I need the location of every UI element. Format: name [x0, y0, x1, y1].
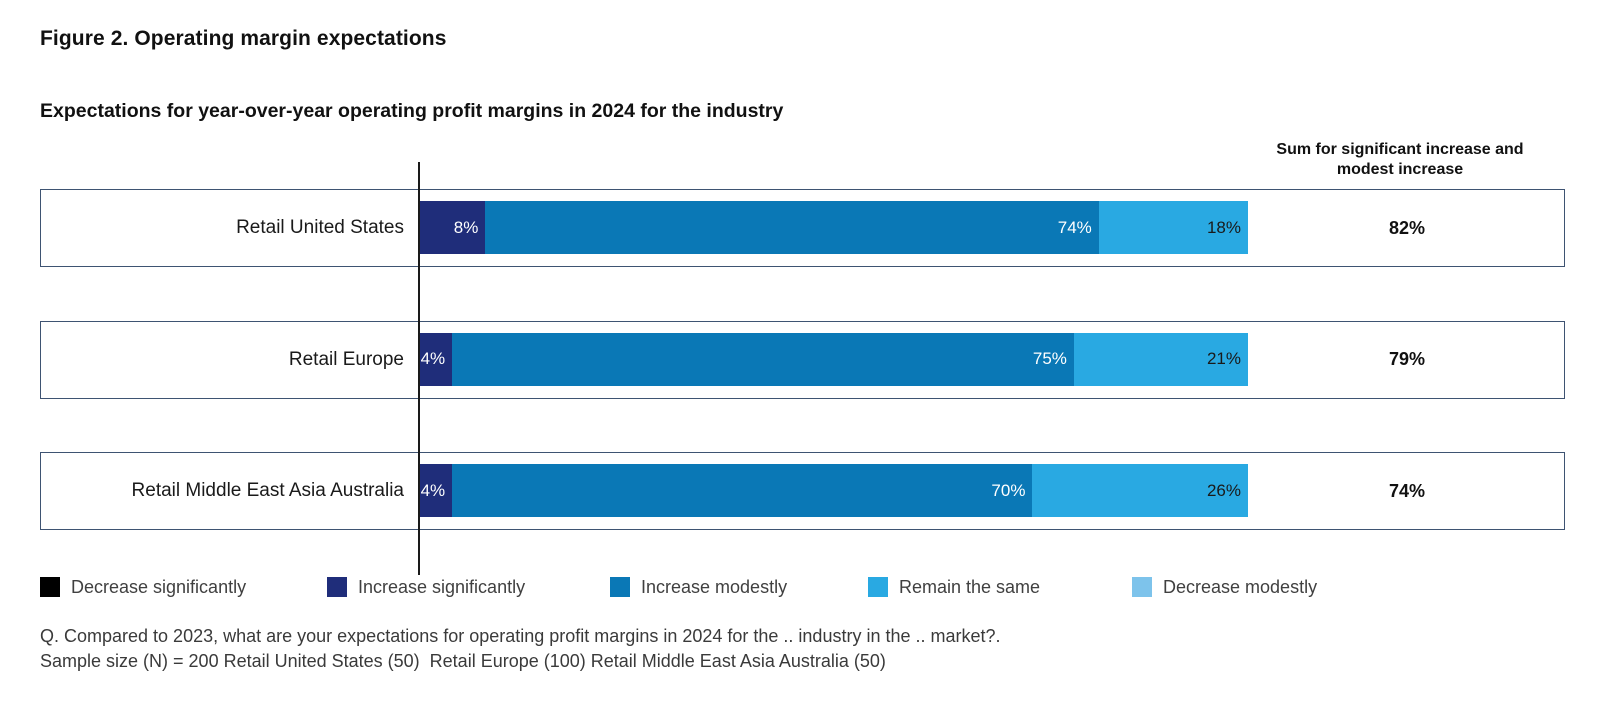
sum-column-header: Sum for significant increase and modest …: [1276, 141, 1524, 178]
legend-label: Remain the same: [899, 576, 1041, 597]
sum-value: 74%: [1388, 480, 1426, 501]
category-label: Retail Europe: [288, 348, 404, 370]
legend-label: Decrease significantly: [71, 576, 247, 597]
bar-segment: 4%: [419, 464, 453, 517]
legend-item: Increase significantly: [327, 575, 525, 599]
bar-track: 4% 75% 21%: [419, 332, 1248, 386]
bar-track: 4% 70% 26%: [419, 464, 1248, 517]
bar-segment: 70%: [452, 464, 1033, 517]
legend-item: Decrease significantly: [40, 575, 246, 599]
legend-swatch-icon: [327, 577, 347, 597]
chart-legend: Decrease significantly Increase significa…: [0, 575, 1609, 599]
bar-segment: 26%: [1032, 464, 1248, 517]
footnote-sample-size: Sample size (N) = 200 Retail United Stat…: [40, 651, 886, 671]
bar-segment: 18%: [1098, 201, 1248, 254]
footnote-question: Q. Compared to 2023, what are your expec…: [40, 626, 1001, 646]
category-label: Retail United States: [236, 217, 404, 238]
legend-item: Increase modestly: [610, 575, 787, 599]
bar-row: Retail United States 8% 74% 18% 82%: [40, 189, 1565, 267]
chart-subtitle: Expectations for year-over-year operatin…: [40, 100, 784, 122]
sum-value: 82%: [1388, 217, 1426, 238]
figure-title: Figure 2. Operating margin expectations: [40, 27, 447, 50]
bar-segment: 4%: [419, 332, 453, 386]
legend-item: Decrease modestly: [1132, 575, 1317, 599]
legend-label: Decrease modestly: [1163, 576, 1318, 597]
category-label: Retail Middle East Asia Australia: [131, 480, 404, 501]
bar-segment: 21%: [1073, 332, 1248, 386]
bar-segment: 75%: [452, 332, 1074, 386]
bar-row: Retail Middle East Asia Australia 4% 70% 26…: [40, 452, 1565, 530]
legend-label: Increase modestly: [641, 576, 788, 597]
bar-track: 8% 74% 18%: [419, 201, 1248, 254]
legend-swatch-icon: [610, 577, 630, 597]
bar-segment: 8%: [419, 201, 486, 254]
legend-swatch-icon: [868, 577, 888, 597]
legend-swatch-icon: [40, 577, 60, 597]
legend-item: Remain the same: [868, 575, 1040, 599]
legend-swatch-icon: [1132, 577, 1152, 597]
sum-value: 79%: [1388, 349, 1426, 369]
bar-segment: 74%: [485, 201, 1099, 254]
axis-baseline: [418, 162, 420, 575]
legend-label: Increase significantly: [358, 576, 526, 597]
bar-row: Retail Europe 4% 75% 21% 79%: [40, 320, 1565, 399]
